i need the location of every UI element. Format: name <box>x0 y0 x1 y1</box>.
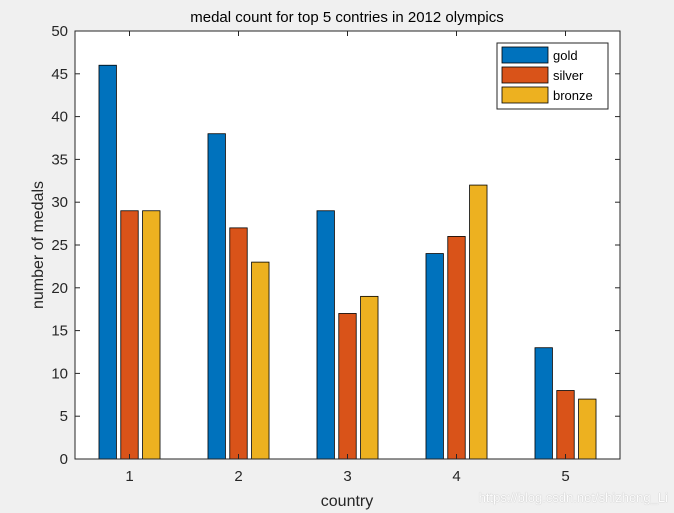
legend-swatch-silver <box>501 66 549 84</box>
y-axis-label: number of medals <box>30 181 47 309</box>
legend-label-bronze: bronze <box>553 88 593 103</box>
bar-bronze-5 <box>578 398 597 460</box>
legend-swatch-gold <box>501 46 549 64</box>
bars-group <box>98 64 597 460</box>
watermark-text: https://blog.csdn.net/shizheng_Li <box>478 490 668 505</box>
y-tick-label: 40 <box>51 109 68 126</box>
plot-frame <box>74 30 621 460</box>
bar-bronze-4 <box>469 184 488 460</box>
bar-bronze-1 <box>142 210 161 460</box>
y-tick-label: 10 <box>51 365 68 382</box>
legend-swatch-bronze <box>501 86 549 104</box>
bar-silver-2 <box>229 227 248 460</box>
y-tick-label: 5 <box>60 408 68 425</box>
bar-bronze-3 <box>360 295 379 460</box>
chart-title: medal count for top 5 contries in 2012 o… <box>190 9 504 26</box>
y-tick-label: 20 <box>51 280 68 297</box>
x-tick-label: 1 <box>125 468 133 485</box>
bar-gold-5 <box>534 347 553 460</box>
y-tick-label: 35 <box>51 151 68 168</box>
y-tick-label: 45 <box>51 66 68 83</box>
bar-gold-4 <box>425 253 444 460</box>
x-tick-label: 3 <box>343 468 351 485</box>
x-axis-label: country <box>321 493 373 510</box>
y-tick-label: 25 <box>51 237 68 254</box>
bar-gold-1 <box>98 64 117 460</box>
bar-silver-5 <box>556 390 575 460</box>
bar-silver-3 <box>338 313 357 460</box>
legend-label-gold: gold <box>553 48 578 63</box>
legend: gold silver bronze <box>496 42 609 110</box>
x-tick-label: 2 <box>234 468 242 485</box>
x-tick-label: 4 <box>452 468 460 485</box>
x-ticks: 1 2 3 4 5 <box>125 31 570 485</box>
y-tick-label: 50 <box>51 23 68 40</box>
bar-gold-2 <box>207 133 226 460</box>
y-tick-label: 15 <box>51 323 68 340</box>
bar-bronze-2 <box>251 261 270 460</box>
x-tick-label: 5 <box>561 468 569 485</box>
y-ticks: 0 5 10 15 20 25 30 35 40 45 50 <box>51 23 620 468</box>
bar-silver-1 <box>120 210 139 460</box>
bar-gold-3 <box>316 210 335 460</box>
legend-label-silver: silver <box>553 68 584 83</box>
y-tick-label: 30 <box>51 194 68 211</box>
y-tick-label: 0 <box>60 451 68 468</box>
bar-silver-4 <box>447 236 466 460</box>
